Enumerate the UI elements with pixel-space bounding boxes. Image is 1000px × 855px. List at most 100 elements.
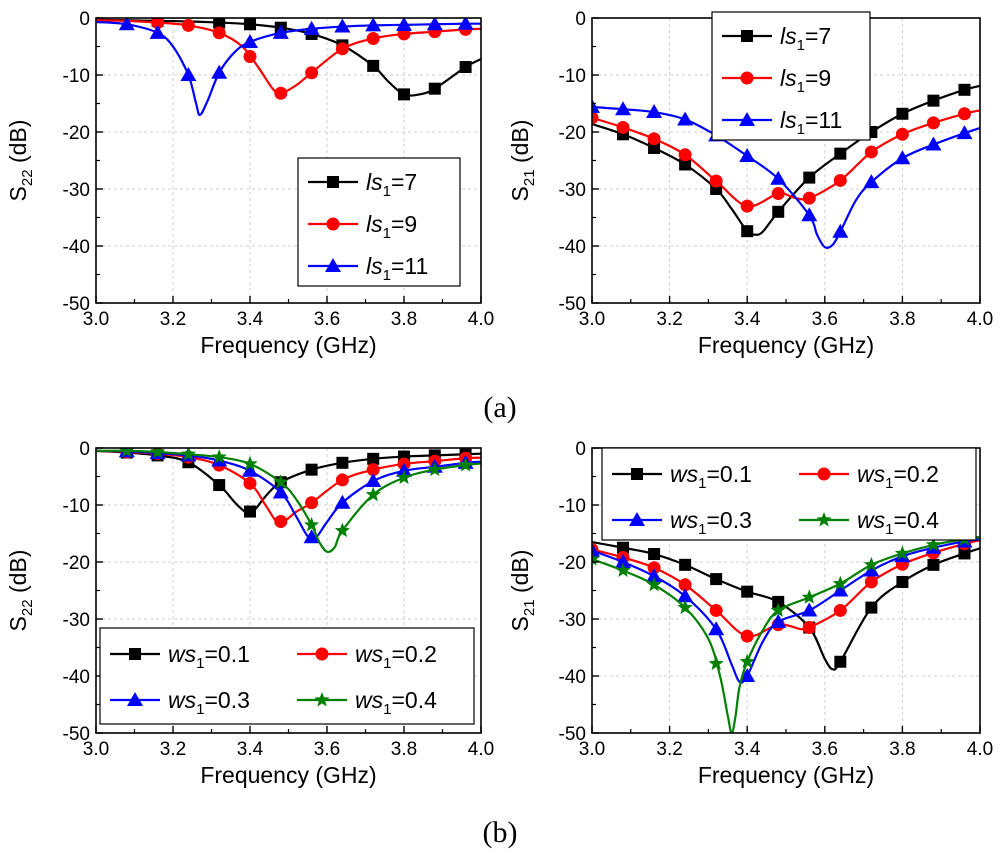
legend-swatch-marker — [817, 467, 831, 481]
legend-label: ls1=9 — [780, 65, 831, 96]
data-point-ls1=7 — [367, 59, 380, 72]
data-point-ls1=11 — [242, 33, 258, 48]
y-tick-label: -50 — [559, 294, 586, 315]
data-point-ws1=0.1 — [617, 541, 630, 554]
x-tick-label: 3.4 — [237, 309, 264, 330]
data-point-ls1=9 — [335, 42, 349, 56]
legend-label-value: =7 — [805, 23, 831, 49]
legend-label-sub: 1 — [885, 521, 893, 538]
data-point-ws1=0.1 — [213, 479, 226, 492]
data-point-ls1=11 — [334, 18, 351, 33]
x-tick-label: 3.6 — [314, 739, 340, 760]
legend-item-ls1=7: ls1=7 — [722, 23, 831, 54]
data-point-ls1=9 — [243, 49, 257, 63]
data-point-ls1=7 — [803, 171, 816, 184]
legend-label-sub: 1 — [196, 655, 204, 672]
data-point-ls1=9 — [802, 191, 816, 205]
data-point-ls1=11 — [272, 24, 289, 39]
data-point-ws1=0.3 — [739, 668, 756, 682]
data-point-ls1=9 — [181, 18, 195, 32]
data-point-ws1=0.1 — [367, 452, 380, 465]
data-point-ws1=0.4 — [894, 545, 910, 560]
legend-item-ls1=7: ls1=7 — [308, 169, 417, 200]
legend-swatch-marker — [327, 176, 339, 188]
y-tick-label: -20 — [63, 123, 90, 144]
legend-label-sub: 1 — [797, 121, 805, 138]
data-point-ls1=9 — [709, 174, 723, 188]
data-point-ws1=0.3 — [592, 542, 600, 557]
x-tick-label: 3.0 — [83, 309, 109, 330]
legend-swatch-marker — [314, 692, 330, 707]
legend-label-var: ls — [366, 211, 383, 237]
data-point-ws1=0.4 — [832, 575, 848, 591]
legend-label-value: =0.2 — [391, 641, 436, 667]
x-axis-title: Frequency (GHz) — [200, 762, 376, 788]
y-tick-label: 0 — [79, 9, 90, 30]
data-point-ws1=0.3 — [677, 588, 694, 603]
data-point-ws1=0.3 — [832, 582, 849, 597]
data-point-ws1=0.1 — [896, 575, 909, 588]
y-axis-title: S21 (dB) — [507, 120, 538, 202]
data-point-ls1=9 — [957, 107, 971, 121]
data-point-ls1=7 — [428, 82, 441, 95]
y-axis-title-main: S — [5, 186, 31, 201]
data-point-ls1=11 — [770, 170, 787, 185]
x-tick-label: 4.0 — [967, 309, 993, 330]
x-tick-label: 4.0 — [468, 309, 494, 330]
data-point-ws1=0.1 — [336, 456, 349, 469]
y-tick-label: -40 — [559, 667, 586, 688]
legend-label-var: ws — [670, 507, 699, 533]
data-point-ws1=0.2 — [647, 561, 661, 575]
y-tick-label: -50 — [63, 294, 90, 315]
data-point-ls1=11 — [801, 207, 818, 222]
series-group — [96, 448, 481, 554]
y-tick-label: 0 — [575, 9, 586, 30]
legend-box — [711, 11, 871, 141]
y-axis-title-unit: (dB) — [5, 120, 31, 170]
data-point-ls1=9 — [895, 127, 909, 141]
data-point-ls1=11 — [739, 147, 756, 162]
legend-label: ws1=0.2 — [355, 641, 437, 672]
data-point-ws1=0.1 — [648, 548, 661, 561]
data-point-ls1=7 — [244, 18, 256, 31]
data-point-ls1=9 — [212, 26, 226, 40]
legend-item-ws1=0.2: ws1=0.2 — [297, 641, 437, 672]
legend-label-sub: 1 — [196, 701, 204, 718]
legend-label-value: =11 — [805, 107, 842, 133]
legend-swatch-marker — [741, 30, 753, 42]
legend-item-ws1=0.1: ws1=0.1 — [612, 461, 752, 492]
data-point-ws1=0.4 — [304, 517, 320, 532]
data-point-ws1=0.1 — [244, 505, 256, 518]
legend-swatch-marker — [127, 692, 143, 706]
chart-a-left: 3.0 3.2 3.4 3.6 3.8 4.0 0 -10 -20 -30 -40 -50 Freque… — [5, 9, 494, 358]
legend-item-ws1=0.4: ws1=0.4 — [297, 687, 437, 718]
data-point-ws1=0.2 — [802, 621, 816, 635]
data-point-ws1=0.2 — [274, 515, 288, 529]
data-point-ws1=0.4 — [770, 602, 786, 617]
data-point-ls1=9 — [274, 86, 288, 100]
legend-label-value: =7 — [391, 169, 417, 195]
data-point-ls1=7 — [459, 61, 472, 74]
legend-label-sub: 1 — [383, 267, 391, 284]
x-tick-label: 3.8 — [391, 309, 417, 330]
legend-label-sub: 1 — [698, 475, 706, 492]
y-tick-label: -10 — [63, 66, 90, 87]
data-point-ls1=11 — [303, 20, 320, 35]
x-tick-label: 3.2 — [656, 739, 682, 760]
data-point-ws1=0.4 — [863, 556, 879, 572]
data-point-ls1=9 — [366, 32, 380, 46]
y-axis-title-unit: (dB) — [507, 120, 533, 170]
series-group — [592, 83, 980, 249]
legend-label: ls1=11 — [366, 253, 428, 284]
y-tick-label: -10 — [559, 66, 586, 87]
legend-label-value: =0.2 — [893, 461, 938, 487]
data-point-ls1=7 — [398, 88, 410, 101]
data-point-ls1=11 — [365, 18, 382, 32]
data-point-ls1=9 — [771, 187, 785, 201]
data-point-ls1=11 — [646, 104, 663, 119]
legend-item-ls1=11: ls1=11 — [722, 107, 842, 138]
data-point-ls1=9 — [592, 111, 599, 125]
data-point-ws1=0.2 — [864, 575, 878, 589]
